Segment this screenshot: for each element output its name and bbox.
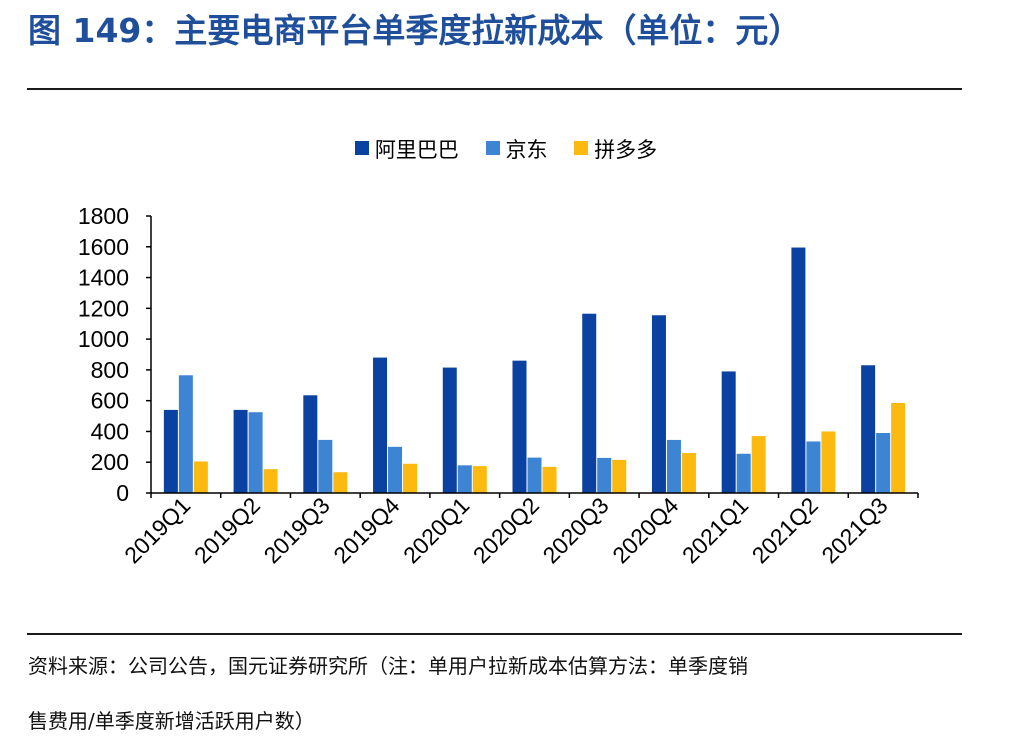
bar-jd-2020q3 xyxy=(597,457,612,493)
y-tick-label: 1400 xyxy=(78,265,129,291)
x-tick-label: 2019Q1 xyxy=(119,492,195,568)
x-tick-label: 2021Q2 xyxy=(747,492,823,568)
legend-swatch-pdd xyxy=(574,140,589,155)
bar-jd-2020q2 xyxy=(527,457,542,493)
legend-item-pdd: 拼多多 xyxy=(574,135,657,164)
x-tick-label: 2020Q2 xyxy=(468,492,544,568)
bar-pdd-2019q3 xyxy=(333,472,348,493)
bar-alibaba-2019q4 xyxy=(373,357,388,493)
bar-pdd-2020q4 xyxy=(681,452,696,493)
y-tick-label: 0 xyxy=(116,480,129,506)
legend-item-alibaba: 阿里巴巴 xyxy=(354,135,459,164)
bar-pdd-2019q4 xyxy=(403,463,418,493)
bar-jd-2021q3 xyxy=(876,432,891,493)
figure-title: 图 149：主要电商平台单季度拉新成本（单位：元） xyxy=(28,11,802,50)
bar-alibaba-2019q1 xyxy=(163,409,178,493)
y-tick-label: 600 xyxy=(91,388,129,414)
x-tick-label: 2019Q4 xyxy=(328,492,404,568)
source-note-line1: 资料来源：公司公告，国元证券研究所（注：单用户拉新成本估算方法：单季度销 xyxy=(28,654,748,678)
y-tick-label: 200 xyxy=(91,449,129,475)
bar-jd-2019q2 xyxy=(248,412,263,493)
bar-alibaba-2020q4 xyxy=(651,315,666,493)
bar-alibaba-2019q3 xyxy=(303,395,318,493)
bar-alibaba-2021q2 xyxy=(791,247,806,493)
legend-label-pdd: 拼多多 xyxy=(594,137,658,162)
x-tick-label: 2021Q1 xyxy=(677,492,753,568)
bar-pdd-2020q1 xyxy=(472,466,487,493)
bar-alibaba-2019q2 xyxy=(233,409,248,493)
bar-jd-2019q4 xyxy=(388,446,403,493)
bar-pdd-2019q2 xyxy=(263,469,278,493)
bar-jd-2020q4 xyxy=(666,439,681,493)
bar-alibaba-2021q1 xyxy=(721,371,736,493)
bar-chart: 0200400600800100012001400160018002019Q12… xyxy=(78,203,919,568)
bar-jd-2020q1 xyxy=(457,465,472,493)
bar-jd-2019q3 xyxy=(318,439,333,493)
bar-jd-2021q1 xyxy=(736,453,751,493)
bar-pdd-2021q2 xyxy=(821,431,836,493)
bar-pdd-2019q1 xyxy=(193,461,208,493)
legend-item-jd: 京东 xyxy=(485,135,548,164)
bar-alibaba-2020q1 xyxy=(442,367,457,493)
legend-swatch-alibaba xyxy=(354,140,369,155)
y-tick-label: 1200 xyxy=(78,295,129,321)
bar-jd-2021q2 xyxy=(806,441,821,493)
legend-label-jd: 京东 xyxy=(505,137,548,162)
x-tick-label: 2019Q2 xyxy=(189,492,265,568)
x-tick-label: 2020Q4 xyxy=(607,492,683,568)
bar-alibaba-2020q3 xyxy=(582,313,597,493)
y-tick-label: 1600 xyxy=(78,234,129,260)
bar-pdd-2020q3 xyxy=(612,459,627,493)
x-tick-label: 2020Q3 xyxy=(537,492,613,568)
bar-pdd-2021q1 xyxy=(751,436,766,493)
x-tick-label: 2021Q3 xyxy=(816,492,892,568)
y-tick-label: 800 xyxy=(91,357,129,383)
source-note-line2: 售费用/单季度新增活跃用户数） xyxy=(28,709,315,733)
x-tick-label: 2019Q3 xyxy=(259,492,335,568)
bar-pdd-2020q2 xyxy=(542,466,557,493)
bar-pdd-2021q3 xyxy=(891,402,906,493)
y-tick-label: 1000 xyxy=(78,326,129,352)
y-tick-label: 1800 xyxy=(78,203,129,229)
x-tick-label: 2020Q1 xyxy=(398,492,474,568)
legend-swatch-jd xyxy=(485,140,500,155)
bar-alibaba-2021q3 xyxy=(861,365,876,493)
chart-legend: 阿里巴巴 京东 拼多多 xyxy=(0,134,1012,164)
bar-alibaba-2020q2 xyxy=(512,360,527,493)
legend-label-alibaba: 阿里巴巴 xyxy=(374,137,459,162)
y-tick-label: 400 xyxy=(91,418,129,444)
footer-divider xyxy=(27,633,962,635)
title-divider xyxy=(27,88,962,90)
bar-jd-2019q1 xyxy=(178,375,193,493)
